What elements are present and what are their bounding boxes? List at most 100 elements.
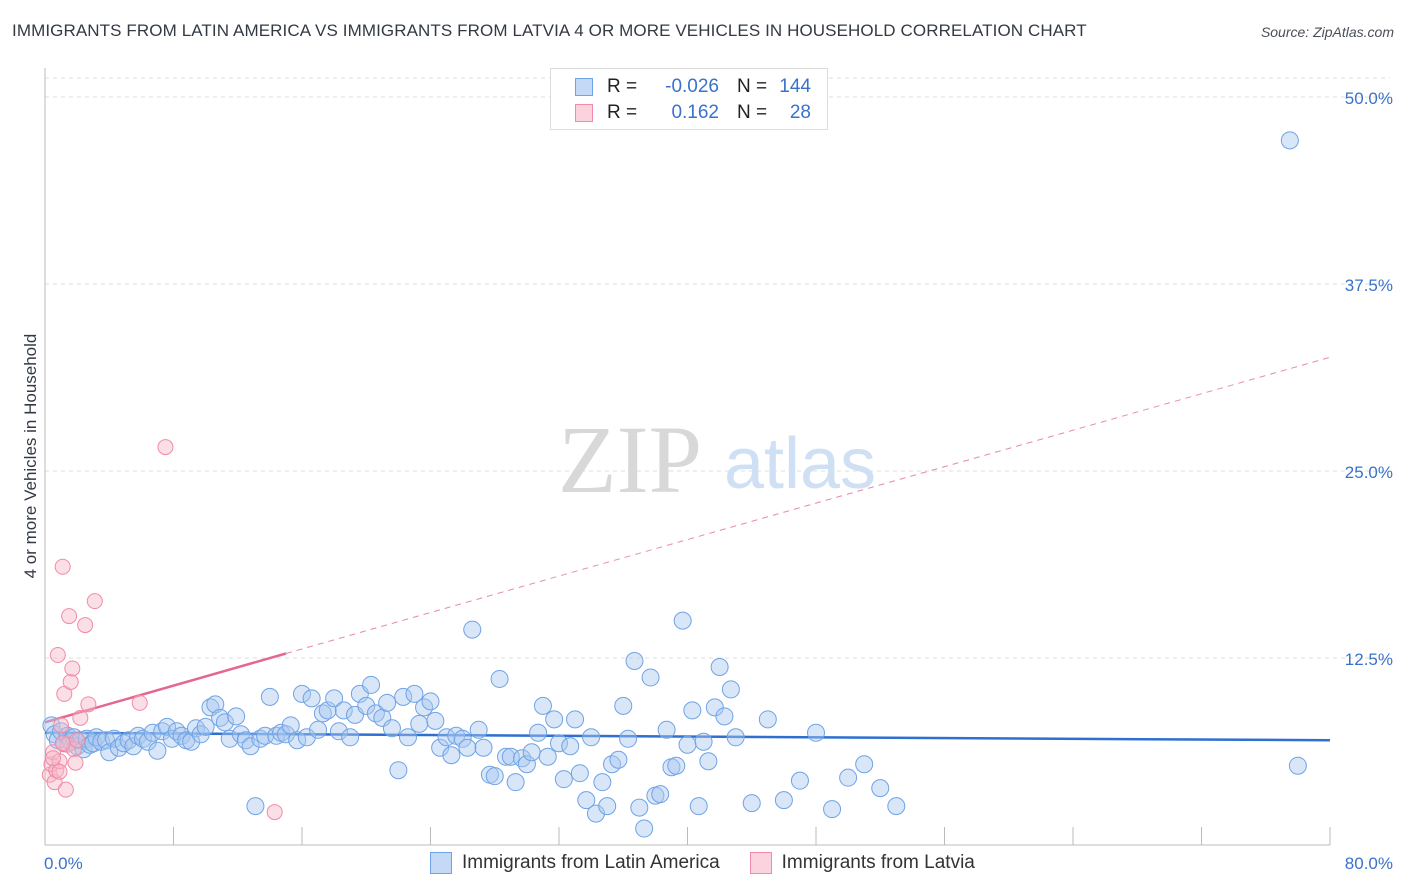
point-latin-america bbox=[694, 732, 713, 751]
point-latvia bbox=[54, 735, 71, 752]
stats-n-label: N = bbox=[737, 102, 768, 123]
point-latin-america bbox=[410, 714, 429, 733]
chart-title: IMMIGRANTS FROM LATIN AMERICA VS IMMIGRA… bbox=[12, 21, 1087, 40]
point-latin-america bbox=[260, 687, 279, 706]
point-latin-america bbox=[641, 668, 660, 687]
point-latin-america bbox=[357, 696, 376, 715]
stats-r-label: R = bbox=[607, 76, 638, 97]
point-latin-america bbox=[281, 716, 300, 735]
point-latin-america bbox=[496, 747, 515, 766]
point-latin-america bbox=[463, 620, 482, 639]
point-latin-america bbox=[630, 798, 649, 817]
point-latin-america bbox=[220, 729, 239, 748]
point-latin-america bbox=[667, 756, 686, 775]
point-latin-america bbox=[458, 738, 477, 757]
point-latin-america bbox=[823, 800, 842, 819]
point-latin-america bbox=[582, 728, 601, 747]
point-latin-america bbox=[148, 741, 167, 760]
point-latin-america bbox=[683, 701, 702, 720]
point-latin-america bbox=[114, 734, 133, 753]
trendline-latvia-extension bbox=[285, 356, 1331, 654]
stats-n-label: N = bbox=[737, 76, 768, 97]
point-latvia bbox=[45, 750, 62, 767]
series-latvia-points bbox=[41, 439, 283, 821]
point-latin-america bbox=[673, 611, 692, 630]
x-tick-label-max: 80.0% bbox=[1345, 854, 1393, 873]
source-label: Source: ZipAtlas.com bbox=[1260, 24, 1394, 40]
point-latvia bbox=[67, 754, 84, 771]
point-latin-america bbox=[603, 755, 622, 774]
stats-r-value: -0.026 bbox=[665, 76, 719, 97]
point-latin-america bbox=[625, 651, 644, 670]
point-latvia bbox=[53, 717, 70, 734]
point-latin-america bbox=[577, 791, 596, 810]
point-latin-america bbox=[329, 722, 348, 741]
point-latin-america bbox=[721, 680, 740, 699]
point-latin-america bbox=[855, 755, 874, 774]
point-latin-america bbox=[705, 698, 724, 717]
legend-item-latvia[interactable]: Immigrants from Latvia bbox=[749, 852, 975, 874]
watermark: ZIP atlas bbox=[558, 406, 876, 513]
point-latin-america bbox=[490, 669, 509, 688]
x-tick-label-min: 0.0% bbox=[44, 854, 83, 873]
point-latin-america bbox=[431, 738, 450, 757]
point-latin-america bbox=[362, 675, 381, 694]
series-latin-america-points bbox=[42, 131, 1307, 838]
point-latvia bbox=[77, 617, 94, 634]
stats-r-label: R = bbox=[607, 102, 638, 123]
point-latvia bbox=[61, 608, 78, 625]
point-latin-america bbox=[231, 725, 250, 744]
point-latin-america bbox=[325, 689, 344, 708]
y-tick-label: 25.0% bbox=[1345, 463, 1393, 482]
point-latin-america bbox=[522, 743, 541, 762]
point-latvia bbox=[46, 774, 63, 791]
point-latin-america bbox=[485, 767, 504, 786]
point-latvia bbox=[131, 694, 148, 711]
point-latin-america bbox=[554, 770, 573, 789]
point-latin-america bbox=[341, 728, 360, 747]
legend-item-latin-america[interactable]: Immigrants from Latin America bbox=[430, 852, 720, 874]
point-latin-america bbox=[100, 743, 119, 762]
stats-row-latvia: R = 0.162 N = 28 bbox=[575, 101, 811, 125]
point-latin-america bbox=[474, 738, 493, 757]
watermark-zip: ZIP bbox=[558, 406, 702, 513]
point-latvia bbox=[72, 709, 89, 726]
point-latin-america bbox=[158, 717, 177, 736]
point-latin-america bbox=[533, 696, 552, 715]
point-latin-america bbox=[309, 720, 328, 739]
point-latin-america bbox=[389, 761, 408, 780]
point-latin-america bbox=[297, 728, 316, 747]
point-latvia bbox=[157, 439, 174, 456]
point-latin-america bbox=[1288, 756, 1307, 775]
point-latin-america bbox=[529, 723, 548, 742]
point-latin-america bbox=[129, 726, 148, 745]
point-latin-america bbox=[550, 734, 568, 753]
stats-box: R = -0.026 N = 144 R = 0.162 N = 28 bbox=[550, 68, 828, 130]
point-latin-america bbox=[570, 764, 589, 783]
y-tick-label: 12.5% bbox=[1345, 650, 1393, 669]
point-latin-america bbox=[293, 684, 311, 703]
point-latin-america bbox=[119, 731, 138, 750]
point-latin-america bbox=[726, 728, 745, 747]
stats-n-value: 28 bbox=[789, 102, 811, 123]
point-latin-america bbox=[206, 695, 225, 714]
point-latin-america bbox=[138, 732, 157, 751]
point-latin-america bbox=[421, 692, 440, 711]
point-latin-america bbox=[334, 701, 353, 720]
point-latin-america bbox=[133, 729, 152, 748]
point-latin-america bbox=[246, 797, 265, 816]
stats-swatch-latvia bbox=[575, 104, 593, 122]
point-latin-america bbox=[313, 704, 332, 723]
point-latin-america bbox=[517, 755, 536, 774]
point-latin-america bbox=[105, 729, 124, 748]
point-latin-america bbox=[839, 768, 858, 787]
legend-swatch-latvia bbox=[749, 852, 772, 874]
point-latvia bbox=[64, 660, 81, 677]
point-latvia bbox=[54, 558, 71, 575]
point-latin-america bbox=[790, 771, 809, 790]
point-latin-america bbox=[288, 731, 307, 750]
point-latin-america bbox=[318, 701, 337, 720]
point-latin-america bbox=[241, 737, 260, 756]
point-latin-america bbox=[182, 732, 201, 751]
axes bbox=[44, 68, 1331, 846]
